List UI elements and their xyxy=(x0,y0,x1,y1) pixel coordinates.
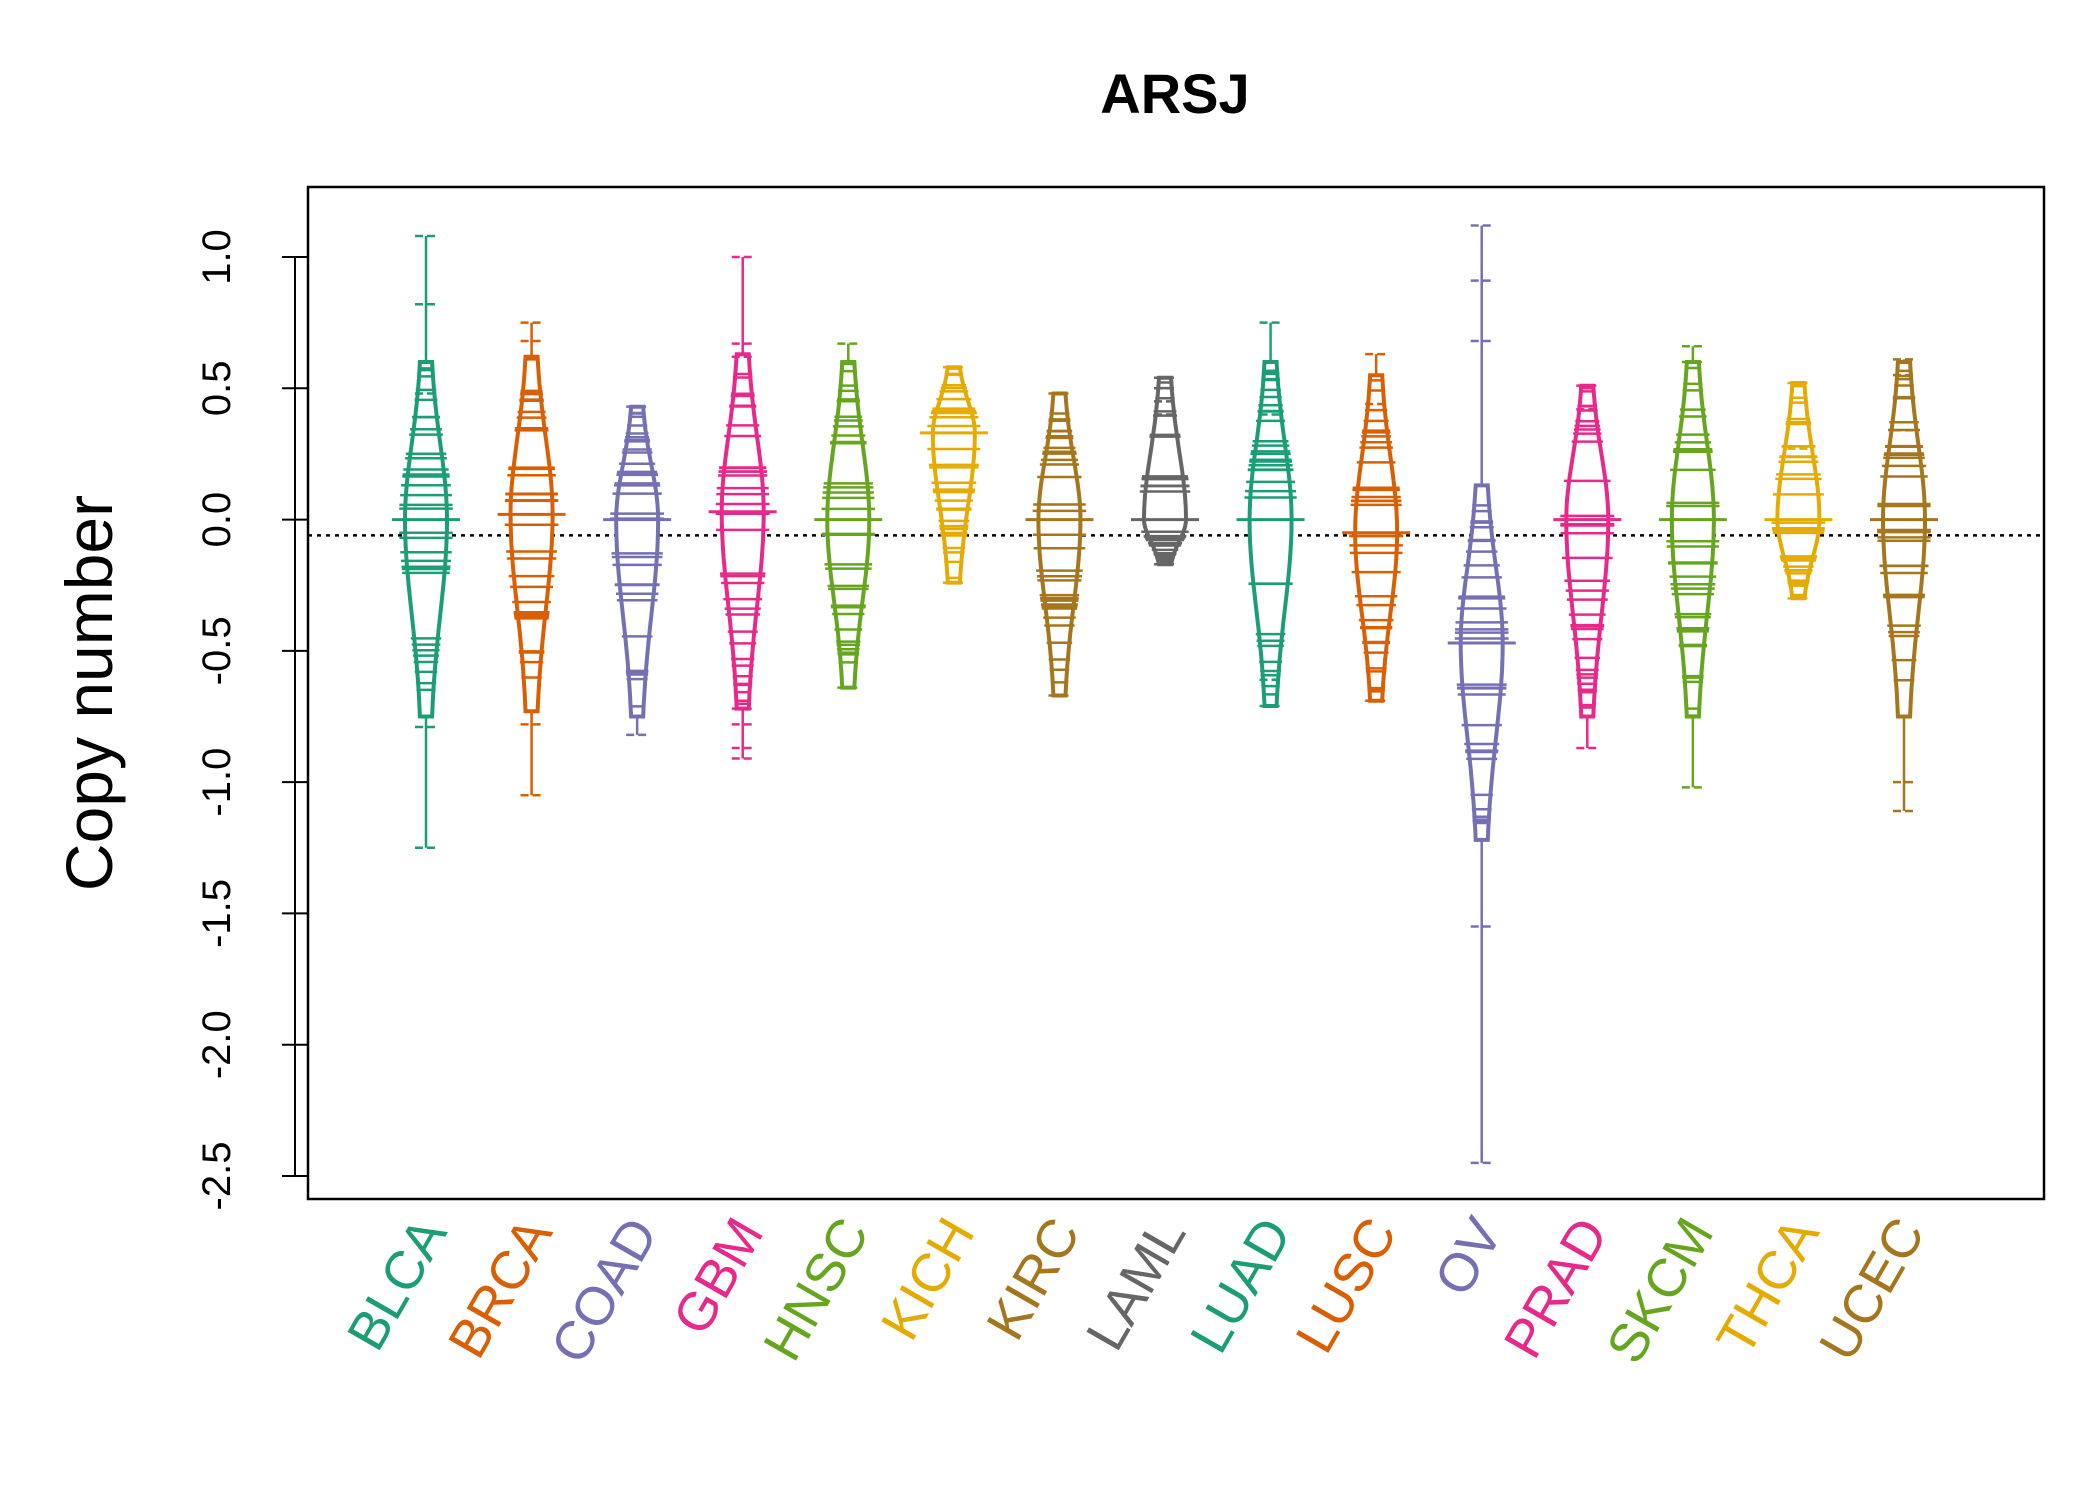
y-tick-label: -1.5 xyxy=(195,879,239,948)
bean-lusc xyxy=(1342,352,1411,703)
y-axis-label: Copy number xyxy=(52,495,126,891)
x-tick-label-ov: OV xyxy=(1423,1208,1514,1306)
bean-brca xyxy=(497,321,566,797)
y-tick-label: 0.5 xyxy=(195,360,239,416)
bean-gbm xyxy=(708,255,777,760)
bean-laml xyxy=(1131,375,1199,567)
x-tick-label-skcm: SKCM xyxy=(1595,1208,1725,1373)
bean-coad xyxy=(603,404,672,737)
bean-ov xyxy=(1447,224,1516,1165)
x-tick-label-kich: KICH xyxy=(870,1208,986,1350)
bean-kirc xyxy=(1025,391,1094,698)
y-tick-label: 0.0 xyxy=(195,492,239,548)
x-tick-label-coad: COAD xyxy=(540,1208,670,1373)
bean-thca xyxy=(1764,381,1833,601)
x-tick-label-laml: LAML xyxy=(1075,1208,1198,1360)
bean-blca xyxy=(392,234,460,850)
x-tick-label-luad: LUAD xyxy=(1179,1208,1303,1363)
bean-luad xyxy=(1236,321,1305,708)
x-tick-label-gbm: GBM xyxy=(662,1208,775,1345)
x-tick-label-lusc: LUSC xyxy=(1285,1208,1409,1363)
x-tick-label-kirc: KIRC xyxy=(975,1208,1091,1350)
bean-density xyxy=(825,360,872,690)
plot-area-frame xyxy=(306,185,2046,1201)
bean-prad xyxy=(1553,383,1622,750)
bean-density xyxy=(1880,360,1928,719)
y-tick-label: 1.0 xyxy=(195,229,239,285)
y-tick-label: -2.5 xyxy=(195,1142,239,1211)
y-tick-label: -1.0 xyxy=(195,748,239,817)
bean-density xyxy=(508,354,555,714)
bean-skcm xyxy=(1658,345,1727,789)
bean-density xyxy=(1247,360,1294,708)
bean-kich xyxy=(919,365,988,585)
x-tick-label-hnsc: HNSC xyxy=(752,1208,880,1371)
bean-density xyxy=(1564,383,1611,719)
bean-density xyxy=(1669,360,1716,719)
bean-hnsc xyxy=(814,342,883,690)
bean-density xyxy=(402,360,450,719)
y-tick-label: -2.0 xyxy=(195,1010,239,1079)
x-tick-label-ucec: UCEC xyxy=(1808,1208,1936,1371)
bean-density xyxy=(1458,483,1505,842)
bean-ucec xyxy=(1870,358,1938,813)
y-tick-label: -0.5 xyxy=(195,616,239,685)
chart-title: ARSJ xyxy=(1100,62,1249,125)
